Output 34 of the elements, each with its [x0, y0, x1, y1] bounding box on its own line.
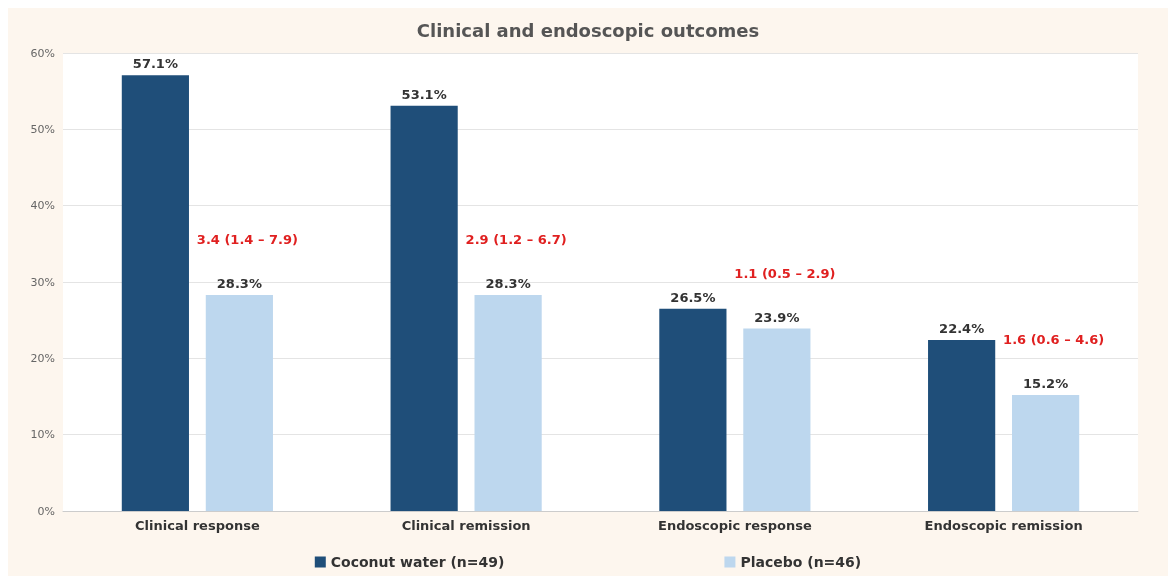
annotation: 1.1 (0.5 – 2.9) [734, 266, 836, 282]
bar [928, 340, 996, 511]
y-tick-label: 10% [30, 428, 55, 442]
legend-label: Placebo (n=46) [740, 554, 862, 570]
bar [121, 75, 189, 511]
x-tick-label: Clinical remission [401, 518, 531, 533]
bar [205, 294, 273, 511]
bar [743, 328, 811, 511]
chart-title: Clinical and endoscopic outcomes [416, 19, 760, 41]
data-label: 28.3% [485, 275, 531, 291]
y-tick-label: 20% [30, 351, 55, 365]
bar [1012, 394, 1080, 511]
y-tick-label: 30% [30, 275, 55, 289]
y-tick-label: 40% [30, 199, 55, 213]
x-tick-label: Endoscopic remission [924, 518, 1083, 533]
legend-label: Coconut water (n=49) [330, 554, 505, 570]
y-tick-label: 0% [37, 504, 55, 518]
data-label: 57.1% [132, 56, 178, 72]
x-tick-label: Endoscopic response [657, 518, 812, 533]
annotation: 1.6 (0.6 – 4.6) [1003, 332, 1105, 348]
x-tick-label: Clinical response [135, 518, 260, 533]
annotation: 3.4 (1.4 – 7.9) [196, 232, 298, 248]
data-label: 53.1% [401, 86, 447, 102]
y-tick-label: 60% [30, 46, 55, 60]
data-label: 28.3% [216, 275, 262, 291]
data-label: 15.2% [1023, 375, 1069, 391]
data-label: 26.5% [670, 289, 716, 305]
data-label: 23.9% [754, 309, 800, 325]
bar [390, 105, 458, 511]
bar [474, 294, 542, 511]
data-label: 22.4% [939, 321, 985, 337]
bar [659, 308, 727, 511]
y-tick-label: 50% [30, 122, 55, 136]
annotation: 2.9 (1.2 – 6.7) [465, 232, 567, 248]
